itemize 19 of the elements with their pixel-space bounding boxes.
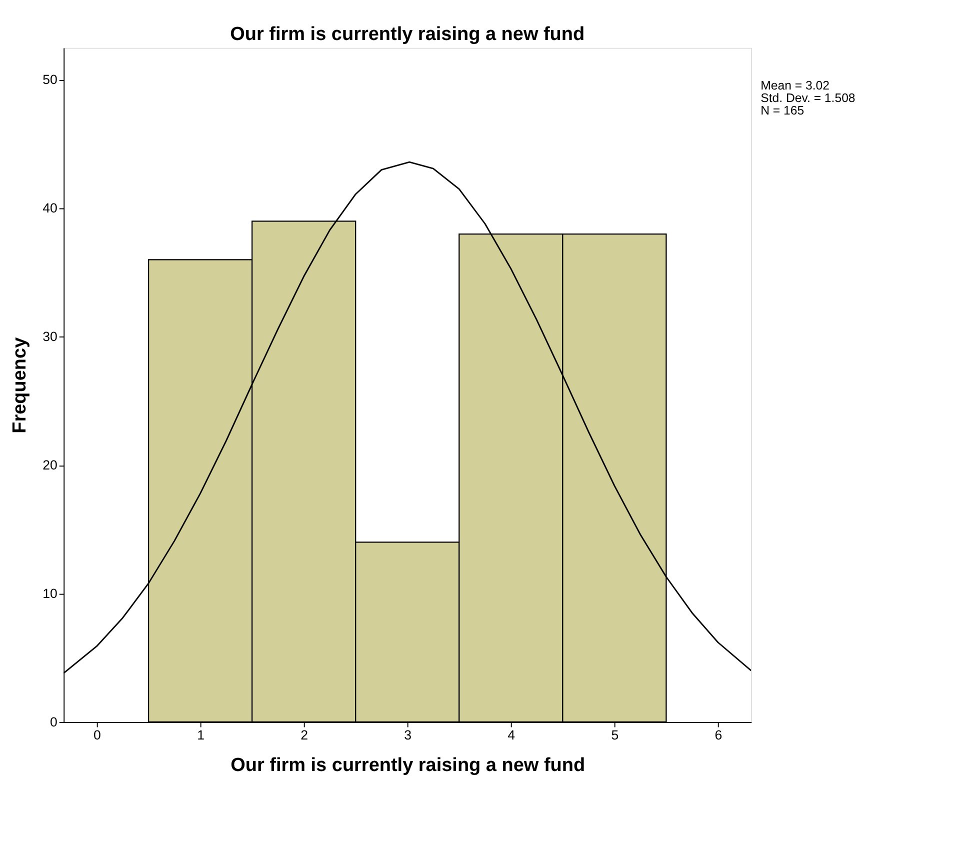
x-axis-title: Our firm is currently raising a new fund bbox=[230, 754, 586, 776]
x-tick-label: 5 bbox=[611, 728, 619, 743]
x-tick-label: 4 bbox=[508, 728, 516, 743]
x-tick-label: 1 bbox=[197, 728, 204, 743]
text: Mean = 3.02 bbox=[760, 78, 830, 93]
y-tick-label: 0 bbox=[50, 714, 58, 730]
y-tick-label: 50 bbox=[42, 72, 58, 88]
x-tick-label: 3 bbox=[404, 728, 412, 743]
x-tick-label: 6 bbox=[714, 728, 722, 743]
text: N = 165 bbox=[760, 103, 804, 118]
y-axis-title: Frequency bbox=[10, 336, 31, 434]
y-tick-label: 30 bbox=[42, 329, 58, 344]
x-tick-label: 0 bbox=[94, 728, 101, 743]
y-tick-label: 10 bbox=[42, 586, 58, 601]
text: Std. Dev. = 1.508 bbox=[760, 90, 856, 105]
chart-title: Our firm is currently raising a new fund bbox=[230, 24, 585, 46]
y-tick-label: 40 bbox=[42, 200, 58, 216]
x-tick-label: 2 bbox=[300, 728, 308, 743]
y-tick-label: 20 bbox=[42, 457, 58, 472]
